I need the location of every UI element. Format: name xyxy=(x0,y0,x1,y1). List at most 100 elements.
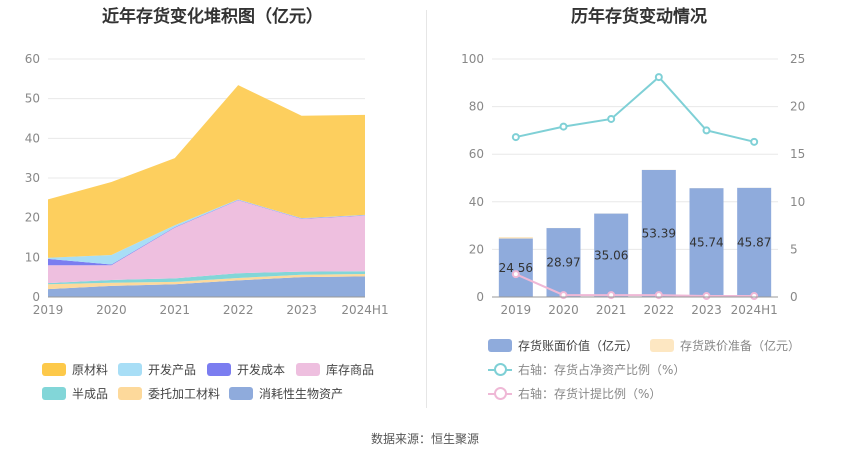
line-series xyxy=(515,273,755,298)
left-y-tick-label: 0 xyxy=(476,290,484,304)
x-tick-label: 2024H1 xyxy=(341,303,388,317)
legend-label: 消耗性生物资产 xyxy=(259,387,344,401)
legend-swatch xyxy=(488,363,512,376)
y-tick-label: 40 xyxy=(25,131,40,145)
legend-label: 右轴：存货计提比例（%） xyxy=(518,387,662,401)
legend-item[interactable]: 存货账面价值（亿元） xyxy=(488,337,638,354)
legend-label: 原材料 xyxy=(72,363,109,377)
legend-swatch xyxy=(42,363,66,376)
line-point xyxy=(702,126,711,135)
area-series xyxy=(48,199,365,265)
right-y-tick-label: 20 xyxy=(790,100,805,114)
stacked-area-chart: 0 10 20 30 40 50 60 2019 2020 2021 2022 2023 2024H1 xyxy=(25,52,389,317)
bar-book-value xyxy=(641,169,676,297)
area-series xyxy=(48,85,365,258)
area-series xyxy=(48,276,365,297)
x-tick-label: 2022 xyxy=(644,303,675,317)
legend-label: 委托加工材料 xyxy=(148,387,221,401)
legend-swatch xyxy=(207,363,231,376)
y-tick-label: 60 xyxy=(25,52,40,66)
legend-swatch xyxy=(488,339,512,352)
legend-item[interactable]: 开发产品 xyxy=(118,361,196,378)
line-point xyxy=(511,133,520,142)
area-series xyxy=(48,273,365,290)
x-tick-label: 2021 xyxy=(596,303,627,317)
line-point xyxy=(607,114,616,123)
x-tick-label: 2024H1 xyxy=(731,303,778,317)
right-chart-title: 历年存货变动情况 xyxy=(571,7,707,27)
bar-data-label: 28.97 xyxy=(546,256,580,270)
right-chart-panel: 历年存货变动情况 0 20 40 60 80 100 0 5 10 15 20 25 2019 2020 2… xyxy=(428,0,850,410)
x-tick-label: 2021 xyxy=(160,303,191,317)
line-point xyxy=(654,73,663,82)
legend-item[interactable]: 存货跌价准备（亿元） xyxy=(650,337,800,354)
line-point xyxy=(750,137,759,146)
left-chart-panel: 近年存货变化堆积图（亿元） 0 10 20 30 40 50 60 2019 2020 2021 2… xyxy=(0,0,425,410)
x-tick-label: 2020 xyxy=(96,303,127,317)
legend-label: 存货跌价准备（亿元） xyxy=(680,339,801,353)
x-tick-label: 2019 xyxy=(501,303,532,317)
x-tick-label: 2020 xyxy=(548,303,579,317)
legend-swatch xyxy=(229,387,253,400)
right-y-tick-label: 10 xyxy=(790,195,805,209)
left-y-tick-label: 100 xyxy=(461,52,484,66)
legend-label: 右轴：存货占净资产比例（%） xyxy=(518,363,686,377)
legend-item[interactable]: 原材料 xyxy=(42,361,108,378)
bar-data-label: 35.06 xyxy=(594,248,628,262)
line-point xyxy=(559,122,568,131)
bar-impairment xyxy=(498,237,533,239)
data-source-note: 数据来源：恒生聚源 xyxy=(370,432,479,446)
y-tick-label: 30 xyxy=(25,171,40,185)
line-series xyxy=(515,75,755,143)
legend-label: 半成品 xyxy=(72,387,109,401)
left-y-tick-label: 60 xyxy=(469,147,484,161)
legend-swatch xyxy=(42,387,66,400)
legend-item[interactable]: 右轴：存货计提比例（%） xyxy=(488,385,661,402)
left-legend: 原材料 开发产品 开发成本 库存商品半成品 委托加工材料 消耗性生物资产 xyxy=(0,0,425,410)
legend-item[interactable]: 半成品 xyxy=(42,385,108,402)
legend-swatch xyxy=(650,339,674,352)
area-series xyxy=(48,200,365,284)
legend-swatch xyxy=(296,363,320,376)
line-point xyxy=(750,292,759,301)
left-chart-title: 近年存货变化堆积图（亿元） xyxy=(102,7,323,27)
legend-swatch xyxy=(118,363,142,376)
legend-label: 开发产品 xyxy=(148,363,197,377)
legend-item[interactable]: 委托加工材料 xyxy=(118,385,220,402)
legend-item[interactable]: 开发成本 xyxy=(207,361,285,378)
legend-item[interactable]: 右轴：存货占净资产比例（%） xyxy=(488,361,685,378)
legend-swatch xyxy=(488,387,512,400)
x-tick-label: 2022 xyxy=(223,303,254,317)
left-y-tick-label: 80 xyxy=(469,100,484,114)
bar-data-label: 45.74 xyxy=(689,236,723,250)
area-series xyxy=(48,271,365,285)
right-y-tick-label: 25 xyxy=(790,52,805,66)
inventory-bar-line-chart: 0 20 40 60 80 100 0 5 10 15 20 25 2019 2020 2021 2022 20… xyxy=(461,52,805,317)
right-legend: 存货账面价值（亿元） 存货跌价准备（亿元） 右轴：存货占净资产比例（%） 右轴：存货计… xyxy=(428,0,850,410)
x-tick-label: 2023 xyxy=(286,303,317,317)
right-y-tick-label: 0 xyxy=(790,290,798,304)
line-point xyxy=(511,270,520,279)
legend-item[interactable]: 库存商品 xyxy=(296,361,374,378)
line-point xyxy=(702,292,711,301)
bar-book-value xyxy=(737,187,772,297)
bar-data-label: 45.87 xyxy=(737,235,771,249)
legend-label: 库存商品 xyxy=(326,363,375,377)
legend-item[interactable]: 消耗性生物资产 xyxy=(229,385,343,402)
y-tick-label: 50 xyxy=(25,92,40,106)
right-y-tick-label: 15 xyxy=(790,147,805,161)
left-y-tick-label: 40 xyxy=(469,195,484,209)
y-tick-label: 20 xyxy=(25,211,40,225)
bar-book-value xyxy=(546,228,581,297)
bar-book-value xyxy=(594,213,629,297)
bar-book-value xyxy=(498,238,533,297)
legend-label: 开发成本 xyxy=(237,363,286,377)
y-tick-label: 0 xyxy=(32,290,40,304)
x-tick-label: 2019 xyxy=(33,303,64,317)
left-y-tick-label: 20 xyxy=(469,242,484,256)
x-tick-label: 2023 xyxy=(691,303,722,317)
legend-label: 存货账面价值（亿元） xyxy=(518,339,639,353)
y-tick-label: 10 xyxy=(25,250,40,264)
bar-book-value xyxy=(689,188,724,297)
legend-swatch xyxy=(118,387,142,400)
